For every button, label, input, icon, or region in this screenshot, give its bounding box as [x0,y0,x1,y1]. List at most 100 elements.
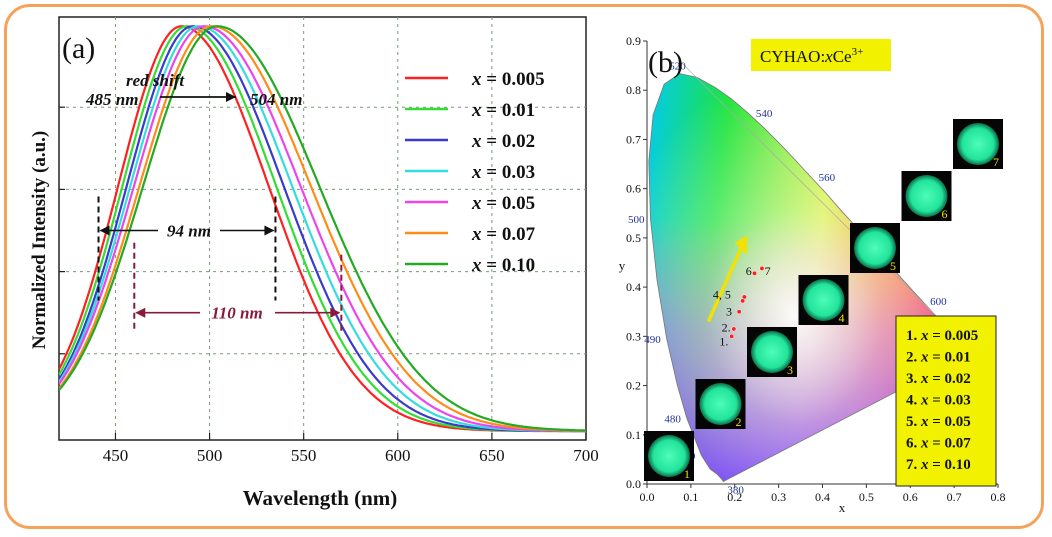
sample-photo-label: 1 [684,467,690,481]
sample-photo-label: 7 [993,155,999,169]
x-axis-ticks-a: 450 500 550 600 650 700 [59,106,599,465]
sample-photo-glow [699,383,742,425]
wavelength-label: 490 [644,334,661,346]
wavelength-label: 600 [930,296,947,308]
legend-value-b: = 0.01 [929,350,971,366]
wavelength-label: 560 [819,172,836,184]
legend-var-a: x [471,100,482,121]
legend-entry-a: x = 0.02 [471,131,535,152]
chromaticity-point-label: 2. [722,320,731,334]
emission-curve-series [59,25,586,432]
legend-num-b: 5. [906,414,921,430]
end-peak-label: 504 nm [250,90,302,109]
panel-label-a: (a) [62,32,95,65]
legend-entry-a: x = 0.01 [471,100,535,121]
emission-curve-series [59,25,586,432]
y-tick-label-b: 0.2 [626,379,641,393]
x-tick-label-b: 0.1 [683,490,698,504]
axes-b: 0.0 0.1 0.2 0.3 0.4 0.5 0.6 0.7 0.8 0.0 0.1 0.2 0.3 0… [626,34,1006,504]
sample-photo-glow [957,123,999,165]
legend-value-a: = 0.10 [482,255,536,276]
title-box-b [751,39,891,71]
chromaticity-point [752,270,757,276]
legend-var-b: x [920,371,929,387]
legend-entry-b: 3. x = 0.02 [906,371,971,387]
wavelength-label: 380 [727,485,744,497]
sample-photo-label: 4 [839,311,845,325]
legend-value-b: = 0.005 [929,328,979,344]
legend-value-a: = 0.01 [482,100,536,121]
panel-label-b: (b) [648,46,683,79]
chromaticity-point-label: 1. [719,334,728,348]
legend-entry-b: 4. x = 0.03 [906,393,971,409]
legend-value-b: = 0.05 [929,414,971,430]
legend-num-b: 4. [906,393,921,409]
legend-value-a: = 0.005 [482,69,545,90]
sample-photo-label: 2 [736,415,742,429]
title-b: CYHAO:xCe3+ [760,46,863,66]
red-shift-arrow-head [226,92,236,102]
legend-entry-a: x = 0.07 [471,224,536,245]
legend-entry-b: 6. x = 0.07 [906,436,971,452]
x-tick-label-a: 550 [291,446,317,465]
legend-var-b: x [920,328,929,344]
shift-arrow-head [734,235,748,256]
start-peak-label: 485 nm [85,90,138,109]
fwhm-small-arrow-left [99,225,110,236]
legend-entry-a: x = 0.10 [471,255,535,276]
wavelength-label: 480 [664,414,681,426]
sample-photo-label: 6 [942,207,948,221]
legend-entry-a: x = 0.05 [471,193,535,214]
x-tick-label-a: 450 [103,446,129,465]
y-tick-label-b: 0.6 [626,182,641,196]
y-tick-label-b: 0.5 [626,231,641,245]
legend-value-b: = 0.10 [929,457,971,473]
chromaticity-point [741,294,747,300]
legend-value-b: = 0.07 [929,436,972,452]
wavelength-label: 540 [756,108,773,120]
legend-var-b: x [920,393,929,409]
chromaticity-point [759,265,765,271]
chromaticity-points: 1.2.3 4, 5 6 7 [706,235,771,348]
x-axis-label-b: x [839,500,846,515]
x-axis-label-a: Wavelength (nm) [243,486,398,510]
y-tick-label-b: 0.3 [626,329,641,343]
sample-photo-label: 5 [890,259,896,273]
fwhm-large-arrow-right [330,307,341,318]
y-tick-label-b: 0.1 [626,428,641,442]
sample-photo-glow [648,435,690,477]
sample-photo-glow [905,175,948,217]
legend-var-a: x [471,193,482,214]
grid-a [59,17,586,440]
legend-entry-b: 2. x = 0.01 [906,350,971,366]
emission-curve-series [59,25,586,432]
legend-var-a: x [471,131,482,152]
locus-guide-line [679,60,972,352]
sample-photo-glow [854,227,896,269]
y-tick-label-b: 0.9 [626,34,641,48]
legend-var-a: x [471,224,482,245]
sample-photo-label: 3 [787,363,793,377]
legend-value-b: = 0.02 [929,371,971,387]
red-shift-label: red shift [126,71,185,90]
shift-arrow-line [706,242,746,323]
legend-var-b: x [920,414,929,430]
y-axis-label-b: y [619,258,626,273]
chromaticity-point-label: 4, 5 [713,287,731,301]
emission-curve-series [59,25,586,433]
sample-photo-glow [802,279,845,321]
plot-area-a [58,16,587,441]
x-tick-label-b: 0.2 [727,490,742,504]
legend-entry-a: x = 0.005 [471,69,545,90]
fwhm-large-arrow-left [135,307,146,318]
chromaticity-point-label: 6 [746,264,752,278]
chromaticity-point-label: 7 [765,264,771,278]
x-tick-label-a: 650 [479,446,505,465]
legend-num-b: 2. [906,350,921,366]
legend-var-a: x [471,162,482,183]
legend-value-a: = 0.07 [482,224,536,245]
legend-var-b: x [920,436,929,452]
